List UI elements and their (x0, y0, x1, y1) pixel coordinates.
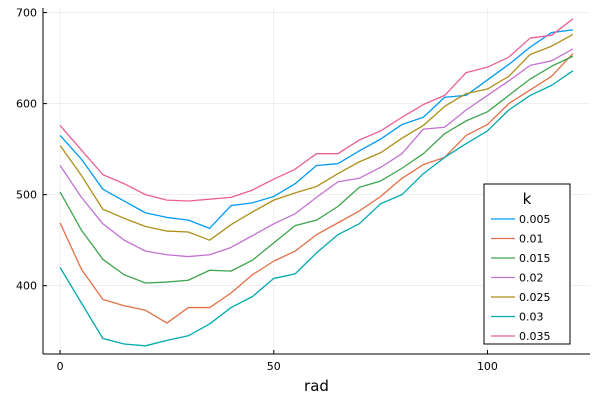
series-line-0.015 (59, 55, 574, 284)
legend-label-0.025: 0.025 (519, 291, 551, 304)
legend-label-0.01: 0.01 (519, 233, 544, 246)
x-tick-label: 0 (57, 360, 64, 373)
series-line-0.035 (59, 18, 574, 202)
legend-box (483, 183, 571, 345)
series-line-0.02 (59, 48, 574, 258)
y-tick-label: 700 (16, 7, 37, 20)
x-tick-label: 100 (477, 360, 498, 373)
legend-label-0.02: 0.02 (519, 272, 544, 285)
legend-items: 0.005 0.01 0.015 0.02 0.025 0.03 0.035 (491, 213, 551, 343)
grid-lines (43, 8, 590, 354)
legend: k 0.005 0.01 0.015 0.02 0.025 0.03 0.035 (483, 183, 571, 345)
x-axis-title: rad (304, 377, 329, 395)
legend-label-0.005: 0.005 (519, 213, 551, 226)
legend-label-0.03: 0.03 (519, 311, 544, 324)
legend-label-0.015: 0.015 (519, 252, 551, 265)
tick-labels: 0 50 100 400 500 600 700 (16, 7, 498, 373)
legend-title: k (523, 190, 532, 208)
series-line-0.025 (59, 33, 574, 241)
axes (42, 8, 590, 355)
series-lines (59, 18, 574, 347)
x-tick-label: 50 (267, 360, 281, 373)
series-line-0.03 (59, 70, 574, 347)
y-tick-label: 400 (16, 280, 37, 293)
y-tick-label: 600 (16, 98, 37, 111)
series-line-0.01 (59, 53, 574, 324)
y-tick-label: 500 (16, 189, 37, 202)
legend-label-0.035: 0.035 (519, 330, 551, 343)
series-line-0.005 (59, 29, 573, 229)
